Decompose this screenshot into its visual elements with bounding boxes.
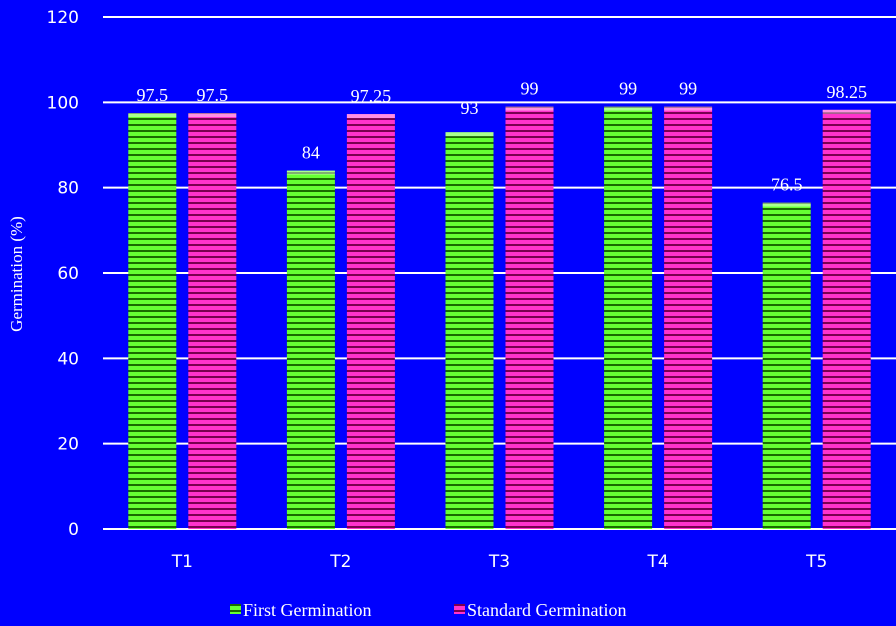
bar-t4-standard <box>664 106 713 529</box>
legend-swatch-first <box>230 604 241 614</box>
data-label: 97.25 <box>351 86 392 106</box>
y-tick-label: 0 <box>68 520 79 540</box>
bar-t3-first <box>445 132 494 529</box>
bar-highlight <box>188 113 237 117</box>
legend: First Germination Standard Germination <box>230 600 626 620</box>
legend-swatch-standard <box>454 604 465 614</box>
bar-highlight <box>286 170 335 175</box>
legend-label-first: First Germination <box>243 600 372 620</box>
data-label: 99 <box>679 79 697 99</box>
y-tick-label: 80 <box>57 179 79 199</box>
bar-highlight <box>128 113 177 117</box>
bars <box>128 106 871 530</box>
bar-t2-first <box>286 170 335 529</box>
data-label: 84 <box>302 143 320 163</box>
y-tick-label: 100 <box>47 93 79 113</box>
bar-t1-first <box>128 113 177 529</box>
x-tick-label: T3 <box>488 552 510 572</box>
y-axis-ticks: 0 20 40 60 80 100 120 <box>47 8 79 540</box>
x-tick-label: T4 <box>646 552 668 572</box>
y-tick-label: 20 <box>57 435 79 455</box>
data-label: 99 <box>619 79 637 99</box>
bar-t2-standard <box>346 114 395 530</box>
bar-highlight <box>822 109 871 114</box>
data-label: 76.5 <box>771 175 803 195</box>
x-axis-ticks: T1 T2 T3 T4 T5 <box>171 552 828 572</box>
bar-t3-standard <box>505 106 554 529</box>
bar-highlight <box>762 202 811 207</box>
y-tick-label: 40 <box>57 349 79 369</box>
bar-t1-standard <box>188 113 237 529</box>
bar-t5-standard <box>822 109 871 530</box>
data-label: 99 <box>521 79 539 99</box>
x-tick-label: T2 <box>329 552 351 572</box>
bar-highlight <box>505 106 554 111</box>
bar-t4-first <box>604 106 653 529</box>
data-label: 98.25 <box>826 82 867 102</box>
x-tick-label: T1 <box>171 552 193 572</box>
bar-t5-first <box>762 202 811 529</box>
data-label: 97.5 <box>197 85 229 105</box>
y-tick-label: 120 <box>47 8 79 28</box>
y-axis-title: Germination (%) <box>7 216 26 332</box>
y-tick-label: 60 <box>57 264 79 284</box>
bar-highlight <box>604 106 653 111</box>
data-labels: 97.5 97.5 84 97.25 93 99 99 99 76.5 98.25 <box>137 79 867 195</box>
bar-highlight <box>346 114 395 119</box>
bar-highlight <box>664 106 713 111</box>
x-tick-label: T5 <box>805 552 827 572</box>
data-label: 97.5 <box>137 85 169 105</box>
data-label: 93 <box>461 98 479 118</box>
legend-label-standard: Standard Germination <box>467 600 626 620</box>
bar-highlight <box>445 132 494 137</box>
